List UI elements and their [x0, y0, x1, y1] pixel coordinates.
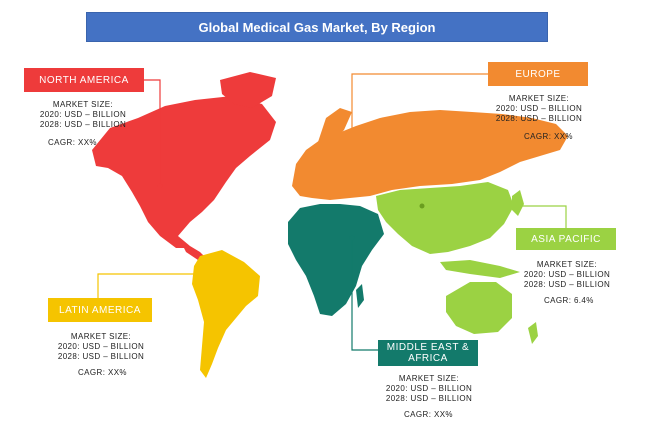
north-america-2028: 2028: USD – BILLION [39, 120, 127, 129]
asia-pacific-2028: 2028: USD – BILLION [523, 280, 611, 289]
latin-america-cagr: CAGR: XX% [78, 368, 127, 377]
latin-america-market-size: MARKET SIZE: [70, 332, 132, 341]
middle-east-africa-shape [288, 204, 384, 316]
europe-label: EUROPE [488, 62, 588, 86]
middle-east-africa-info: MARKET SIZE: 2020: USD – BILLION 2028: U… [364, 374, 494, 404]
europe-marker [349, 169, 355, 175]
latin-america-2020: 2020: USD – BILLION [57, 342, 145, 351]
europe-info: MARKET SIZE: 2020: USD – BILLION 2028: U… [474, 94, 604, 124]
europe-2020: 2020: USD – BILLION [495, 104, 583, 113]
europe-connector [351, 73, 488, 172]
japan-shape [512, 190, 524, 216]
middle-east-africa-market-size: MARKET SIZE: [398, 374, 460, 383]
latin-america-label: LATIN AMERICA [48, 298, 152, 322]
greenland-shape [220, 72, 276, 108]
middle-east-africa-2020: 2020: USD – BILLION [385, 384, 473, 393]
asia-pacific-shape [376, 182, 514, 254]
page-title: Global Medical Gas Market, By Region [86, 12, 548, 42]
north-america-marker [157, 183, 163, 189]
asia-pacific-info: MARKET SIZE: 2020: USD – BILLION 2028: U… [502, 260, 632, 290]
latin-america-marker [209, 271, 215, 277]
north-america-info: MARKET SIZE: 2020: USD – BILLION 2028: U… [18, 100, 148, 130]
north-america-label: NORTH AMERICA [24, 68, 144, 92]
madagascar-shape [356, 284, 364, 308]
asia-pacific-label: ASIA PACIFIC [516, 228, 616, 250]
middle-east-africa-cagr: CAGR: XX% [404, 410, 453, 419]
indonesia-shape [440, 260, 520, 278]
middle-east-africa-2028: 2028: USD – BILLION [385, 394, 473, 403]
europe-cagr: CAGR: XX% [524, 132, 573, 141]
asia-pacific-connector [422, 205, 567, 228]
europe-shape [292, 110, 568, 200]
scandinavia-shape [318, 108, 352, 142]
middle-east-africa-connector [351, 238, 378, 351]
middle-east-africa-marker [349, 235, 355, 241]
latin-america-2028: 2028: USD – BILLION [57, 352, 145, 361]
asia-pacific-market-size: MARKET SIZE: [536, 260, 598, 269]
north-america-market-size: MARKET SIZE: [52, 100, 114, 109]
new-zealand-shape [528, 322, 538, 344]
europe-2028: 2028: USD – BILLION [495, 114, 583, 123]
middle-east-africa-label: MIDDLE EAST & AFRICA [378, 340, 478, 366]
latin-america-info: MARKET SIZE: 2020: USD – BILLION 2028: U… [36, 332, 166, 362]
europe-market-size: MARKET SIZE: [508, 94, 570, 103]
north-america-cagr: CAGR: XX% [48, 138, 97, 147]
latin-america-shape [192, 250, 260, 378]
asia-pacific-marker [419, 203, 425, 209]
north-america-2020: 2020: USD – BILLION [39, 110, 127, 119]
asia-pacific-cagr: CAGR: 6.4% [544, 296, 594, 305]
north-america-connector [144, 79, 161, 186]
north-america-shape [92, 96, 276, 248]
uk-shape [300, 150, 312, 170]
central-america-shape [178, 236, 206, 260]
australia-shape [446, 282, 512, 334]
asia-pacific-2020: 2020: USD – BILLION [523, 270, 611, 279]
latin-america-connector [97, 273, 212, 298]
